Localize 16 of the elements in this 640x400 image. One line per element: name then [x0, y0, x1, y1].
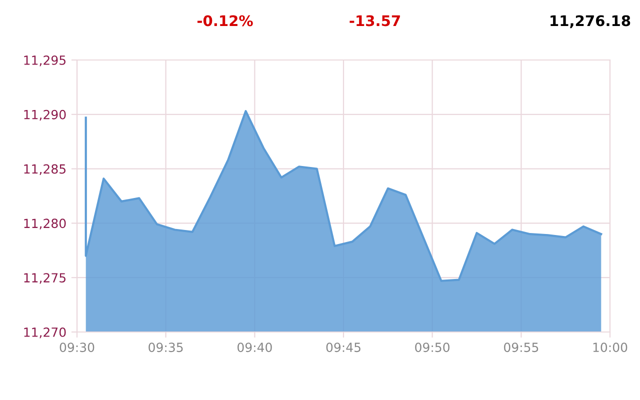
x-tick-label: 09:50 — [415, 342, 450, 352]
y-tick-label: 11,275 — [24, 273, 66, 284]
y-tick-label: 11,295 — [24, 55, 66, 66]
text: 11,276.18 — [550, 15, 630, 28]
text: -0.12% — [197, 15, 253, 26]
y-tick-label: 11,280 — [24, 218, 66, 230]
text: -13.57 — [350, 15, 400, 26]
y-tick-label: 11,290 — [24, 110, 66, 121]
x-tick-label: 09:45 — [326, 342, 360, 352]
x-tick-label: 09:30 — [60, 342, 94, 352]
y-tick-label: 11,270 — [24, 327, 66, 338]
x-tick-label: 09:35 — [148, 342, 183, 352]
y-tick-label: 11,285 — [24, 164, 66, 175]
x-tick-label: 09:55 — [504, 342, 538, 352]
x-tick-label: 10:00 — [593, 342, 628, 352]
x-tick-label: 09:40 — [238, 342, 272, 352]
